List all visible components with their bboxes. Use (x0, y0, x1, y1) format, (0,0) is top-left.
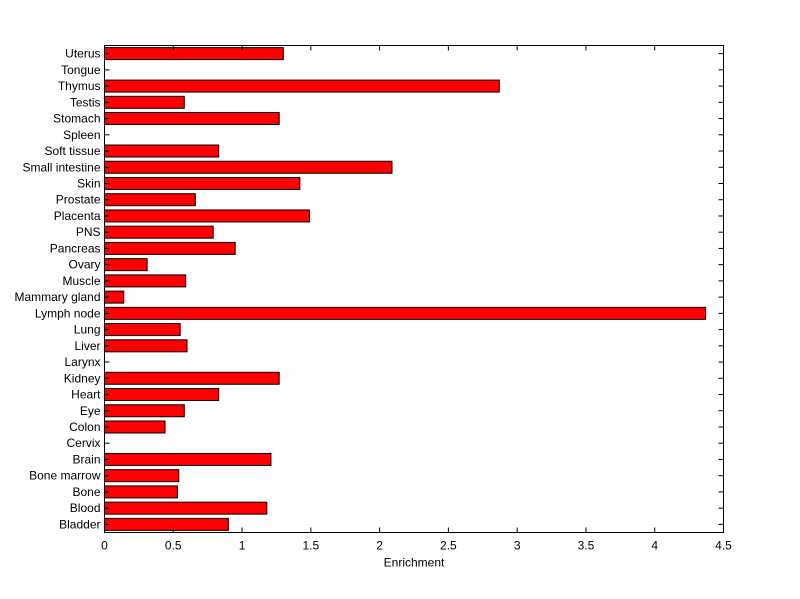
x-tick-label: 2.5 (440, 539, 457, 553)
category-label: Lymph node (35, 306, 101, 320)
plot-frame (104, 45, 724, 533)
bar (104, 160, 393, 174)
x-tick-label: 1 (239, 539, 246, 553)
category-label: Bone marrow (29, 469, 101, 483)
category-label: Muscle (62, 274, 100, 288)
category-label: Pancreas (50, 241, 101, 255)
bar (104, 517, 229, 531)
category-label: PNS (76, 225, 101, 239)
bar (104, 193, 196, 207)
bar (104, 323, 181, 337)
x-tick-label: 4.5 (715, 539, 732, 553)
category-label: Skin (77, 176, 100, 190)
category-label: Thymus (58, 79, 101, 93)
category-label: Bone (72, 485, 100, 499)
x-tick-label: 2 (376, 539, 383, 553)
category-label: Larynx (64, 355, 100, 369)
bar (104, 47, 284, 61)
bar (104, 176, 301, 190)
x-axis-title: Enrichment (384, 556, 445, 570)
x-tick-label: 0 (101, 539, 108, 553)
category-label: Eye (80, 404, 101, 418)
category-label: Small intestine (22, 160, 100, 174)
bar (104, 209, 310, 223)
category-label: Lung (74, 323, 101, 337)
category-label: Testis (70, 95, 101, 109)
bar (104, 420, 166, 434)
category-label: Spleen (63, 128, 100, 142)
bar (104, 79, 500, 93)
bar (104, 258, 148, 272)
category-label: Blood (70, 501, 101, 515)
bar (104, 388, 220, 402)
category-label: Ovary (68, 258, 100, 272)
category-label: Cervix (66, 436, 100, 450)
x-tick-label: 1.5 (302, 539, 319, 553)
category-labels: Uterus Tongue Thymus Testis Stomach Spleen Sof… (14, 47, 101, 532)
category-label: Colon (69, 420, 100, 434)
category-label: Mammary gland (14, 290, 100, 304)
category-label: Liver (74, 339, 100, 353)
category-label: Kidney (64, 371, 101, 385)
bar (104, 306, 707, 320)
bar (104, 339, 188, 353)
bar (104, 452, 272, 466)
bar (104, 274, 187, 288)
category-label: Uterus (65, 47, 100, 61)
category-label: Brain (72, 452, 100, 466)
bar (104, 501, 268, 515)
bar (104, 371, 280, 385)
x-tick-label: 3.5 (578, 539, 595, 553)
x-tick-label: 3 (514, 539, 521, 553)
bar (104, 404, 185, 418)
ticks-group (104, 45, 724, 533)
category-label: Prostate (56, 193, 101, 207)
category-label: Stomach (53, 112, 100, 126)
x-tick-label: 0.5 (165, 539, 182, 553)
bar (104, 144, 220, 158)
x-tick-labels: 0 0.5 1 1.5 2 2.5 3 3.5 4 4.5 (101, 539, 732, 553)
category-label: Heart (71, 388, 101, 402)
bar (104, 241, 236, 255)
category-label: Placenta (54, 209, 101, 223)
bar (104, 95, 185, 109)
bar (104, 225, 214, 239)
bar (104, 485, 178, 499)
category-label: Bladder (59, 517, 100, 531)
category-label: Tongue (61, 63, 101, 77)
bar (104, 469, 180, 483)
x-tick-label: 4 (651, 539, 658, 553)
bars-group (104, 47, 707, 531)
bar (104, 112, 280, 126)
category-label: Soft tissue (44, 144, 100, 158)
